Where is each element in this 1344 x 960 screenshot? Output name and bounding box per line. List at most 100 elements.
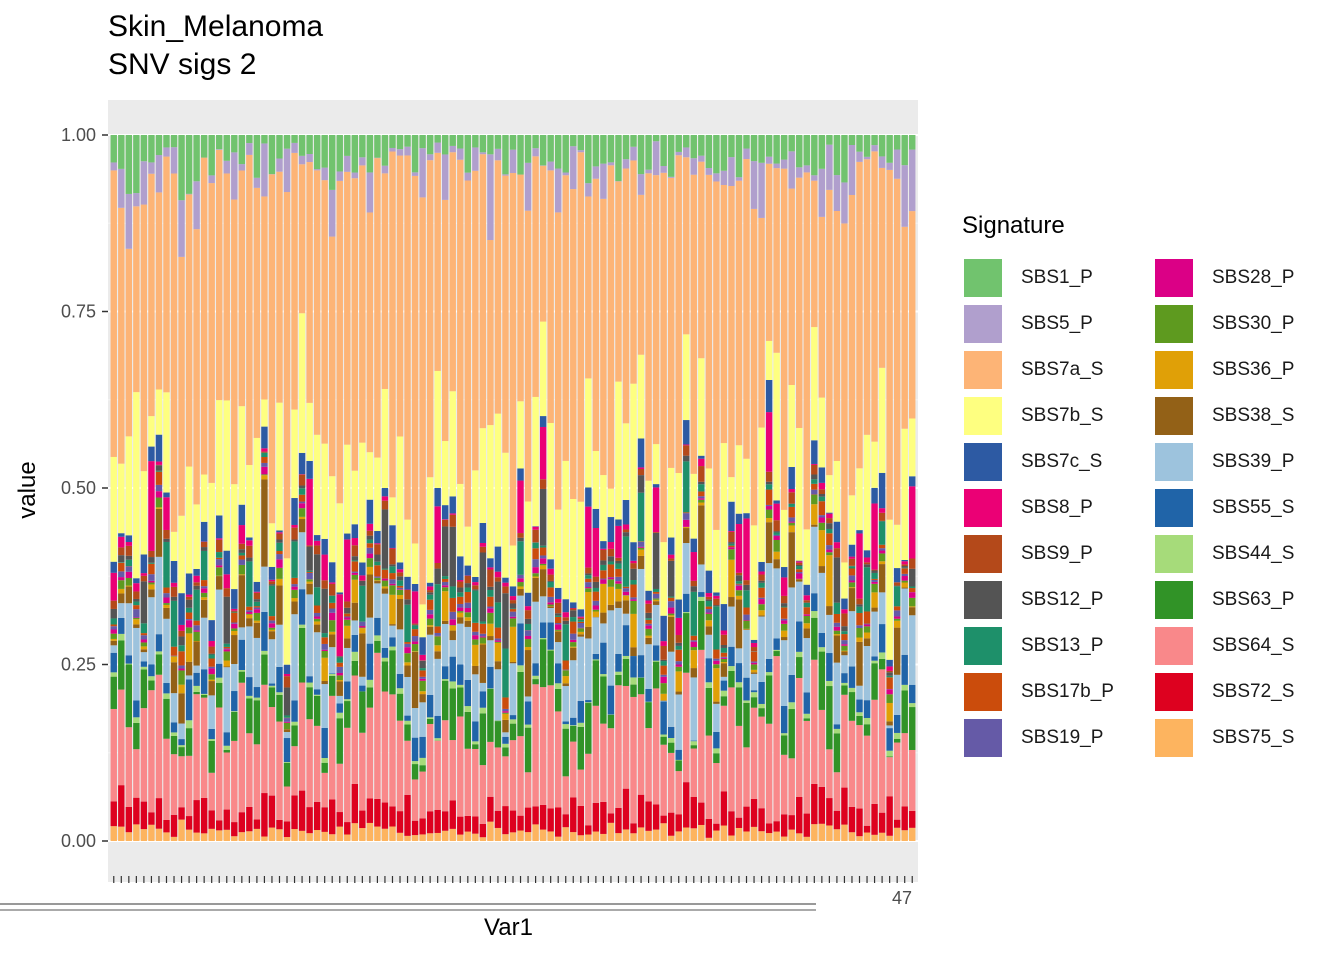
bar-segment-sbs75_s <box>893 827 901 841</box>
bar-segment-sbs12_p <box>246 557 253 562</box>
bar-segment-sbs7c_s <box>238 504 246 526</box>
bar-segment-sbs9_p <box>434 563 441 569</box>
bar-segment-sbs64_s <box>878 669 886 813</box>
bar-segment-sbs17b_p <box>208 658 215 667</box>
bar-segment-sbs64_s <box>155 674 163 799</box>
bar-segment-sbs12_p <box>374 554 381 562</box>
bar-segment-sbs1_p <box>389 135 396 148</box>
bar-segment-sbs72_s <box>848 806 856 833</box>
bar-segment-sbs64_s <box>509 740 517 811</box>
bar-segment-sbs17b_p <box>479 623 487 634</box>
bar-segment-sbs63_p <box>780 735 788 755</box>
bar-segment-sbs1_p <box>585 135 592 184</box>
bar-segment-sbs5_p <box>238 164 246 171</box>
bar-segment-sbs63_p <box>743 702 750 748</box>
bar-segment-sbs12_p <box>856 604 863 607</box>
bar-segment-sbs8_p <box>479 542 487 547</box>
bar-segment-sbs64_s <box>442 720 449 812</box>
bar-segment-sbs38_s <box>705 626 713 635</box>
bar-segment-sbs9_p <box>494 577 502 582</box>
bar-segment-sbs12_p <box>283 687 291 716</box>
bar-segment-sbs13_p <box>652 588 660 592</box>
bar-segment-sbs7b_s <box>585 378 592 488</box>
bar-segment-sbs38_s <box>216 576 223 590</box>
bar-segment-sbs9_p <box>863 562 871 565</box>
bar-segment-sbs30_p <box>735 590 743 596</box>
bar-segment-sbs8_p <box>818 482 826 490</box>
bar-segment-sbs13_p <box>743 590 750 608</box>
bar-segment-sbs8_p <box>193 575 200 583</box>
bar-segment-sbs9_p <box>374 544 381 555</box>
bar-segment-sbs8_p <box>306 478 313 546</box>
bar-segment-sbs19_p <box>193 625 200 631</box>
bar-segment-sbs55_s <box>321 727 328 758</box>
bar-segment-sbs8_p <box>426 586 434 591</box>
bar-segment-sbs13_p <box>389 566 396 574</box>
bar-segment-sbs1_p <box>675 135 682 152</box>
bar-segment-sbs28_p <box>110 629 117 634</box>
bar-segment-sbs19_p <box>811 489 818 495</box>
bar-segment-sbs28_p <box>321 649 328 651</box>
bar-segment-sbs63_p <box>886 756 893 758</box>
bar-segment-sbs72_s <box>419 818 426 835</box>
bar-segment-sbs1_p <box>344 135 351 156</box>
bar-segment-sbs8_p <box>705 593 713 597</box>
bar-segment-sbs8_p <box>140 573 148 576</box>
bar-segment-sbs1_p <box>577 135 584 151</box>
bar-segment-sbs12_p <box>502 593 509 649</box>
bar-segment-sbs8_p <box>125 541 133 546</box>
bar-segment-sbs7c_s <box>705 570 713 594</box>
bar-segment-sbs55_s <box>871 656 878 661</box>
bar-segment-sbs8_p <box>886 666 893 671</box>
bar-segment-sbs8_p <box>291 524 298 528</box>
bar-segment-sbs7c_s <box>585 487 592 507</box>
bar-segment-sbs28_p <box>208 668 215 675</box>
bar-segment-sbs12_p <box>148 557 155 563</box>
bar-segment-sbs19_p <box>155 484 163 492</box>
bar-segment-sbs63_p <box>487 688 494 742</box>
bar-segment-sbs72_s <box>585 825 592 835</box>
bar-segment-sbs30_p <box>253 612 261 621</box>
bar-segment-sbs72_s <box>660 815 667 824</box>
bar-segment-sbs12_p <box>811 474 818 480</box>
bar-segment-sbs44_s <box>329 673 336 676</box>
bar-segment-sbs30_p <box>645 628 652 636</box>
bar-segment-sbs5_p <box>396 149 404 156</box>
bar-segment-sbs9_p <box>178 630 185 637</box>
bar-segment-sbs36_p <box>155 507 163 509</box>
bar-segment-sbs7b_s <box>630 383 637 543</box>
bar-segment-sbs8_p <box>585 506 592 568</box>
bar-segment-sbs9_p <box>313 545 321 555</box>
bar-segment-sbs5_p <box>404 146 411 156</box>
bar-segment-sbs7a_s <box>185 194 193 467</box>
bar-segment-sbs7b_s <box>178 515 185 594</box>
bar-segment-sbs8_p <box>163 497 170 530</box>
bar-segment-sbs19_p <box>185 619 193 621</box>
x-tick-label-visible: 47 <box>892 888 912 908</box>
bar-segment-sbs28_p <box>517 578 524 583</box>
bar-segment-sbs36_p <box>200 597 208 600</box>
bar-segment-sbs7b_s <box>118 463 125 534</box>
bar-segment-sbs19_p <box>833 622 841 627</box>
bar-segment-sbs1_p <box>449 135 456 146</box>
bar-segment-sbs75_s <box>570 832 577 841</box>
bar-segment-sbs75_s <box>313 830 321 841</box>
bar-segment-sbs17b_p <box>276 551 283 555</box>
bar-segment-sbs13_p <box>728 543 735 546</box>
bar-segment-sbs7c_s <box>630 542 637 561</box>
bar-segment-sbs1_p <box>554 135 562 169</box>
bar-segment-sbs7c_s <box>667 537 675 555</box>
bar-segment-sbs19_p <box>306 572 313 580</box>
bar-segment-sbs63_p <box>193 691 200 695</box>
bar-segment-sbs7c_s <box>321 538 328 555</box>
bar-segment-sbs28_p <box>705 612 713 614</box>
bar-segment-sbs36_p <box>577 631 584 635</box>
bar-segment-sbs44_s <box>758 703 765 709</box>
bar-segment-sbs30_p <box>464 612 471 618</box>
bar-segment-sbs55_s <box>524 701 532 725</box>
bar-segment-sbs38_s <box>276 585 283 625</box>
bar-segment-sbs17b_p <box>743 607 750 615</box>
bar-segment-sbs1_p <box>750 135 758 162</box>
bar-segment-sbs36_p <box>750 669 758 673</box>
bar-segment-sbs17b_p <box>841 634 848 641</box>
